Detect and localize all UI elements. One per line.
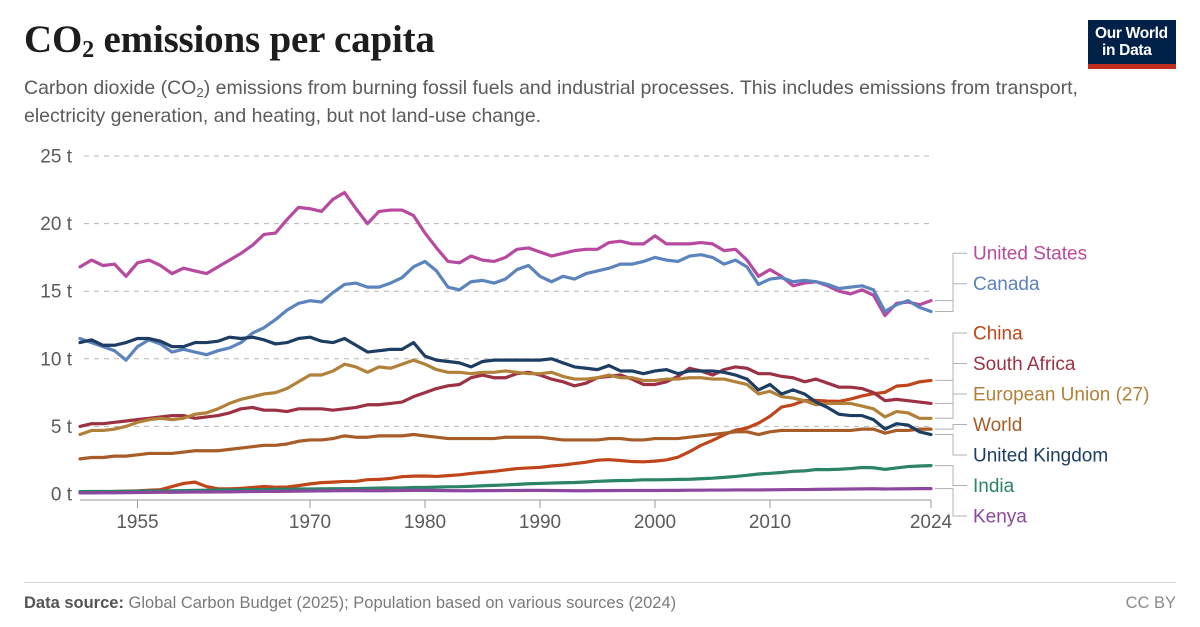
- legend-label-united-kingdom[interactable]: United Kingdom: [973, 446, 1108, 467]
- line-chart[interactable]: 0 t 5 t 10 t 15 t 20 t 25 t 1955 1970 1980 1990 20…: [24, 140, 1176, 540]
- title-subscript: 2: [82, 36, 94, 63]
- x-axis-tick-label: 2000: [634, 512, 676, 533]
- subtitle-subscript: 2: [196, 84, 204, 100]
- x-axis-tick-label: 1970: [289, 512, 331, 533]
- x-axis-tick-label: 1955: [116, 512, 158, 533]
- logo-line-1: Our World: [1095, 25, 1168, 42]
- series-line-united-kingdom[interactable]: [78, 335, 933, 437]
- legend-connector: [935, 363, 967, 405]
- data-source-label: Data source:: [24, 594, 124, 612]
- legend-label-canada[interactable]: Canada: [973, 274, 1040, 295]
- subtitle-part-a: Carbon dioxide (CO: [24, 76, 197, 99]
- y-axis-tick-label: 0 t: [51, 485, 73, 506]
- legend-connector: [935, 393, 967, 419]
- legend-label-united-states[interactable]: United States: [973, 244, 1087, 265]
- title-rest: emissions per capita: [94, 18, 435, 61]
- page-title: CO2 emissions per capita: [24, 18, 1176, 63]
- data-source-text: Global Carbon Budget (2025); Population …: [128, 594, 677, 612]
- legend-connector: [935, 465, 967, 487]
- series-line-kenya[interactable]: [78, 487, 933, 495]
- x-axis-tick-label: 1990: [519, 512, 561, 533]
- legend-label-south-africa[interactable]: South Africa: [973, 354, 1076, 375]
- legend-connector: [935, 283, 967, 313]
- subtitle-part-b: ) emissions from burning fossil fuels an…: [24, 76, 1078, 127]
- series-line-south-africa[interactable]: [78, 365, 933, 429]
- chart-header: CO2 emissions per capita Carbon dioxide …: [24, 0, 1176, 130]
- series-line-canada[interactable]: [78, 253, 933, 362]
- series-line-united-states[interactable]: [78, 191, 933, 318]
- legend-label-china[interactable]: China: [973, 324, 1023, 345]
- legend-connector: [935, 252, 967, 302]
- legend-connector: [935, 332, 967, 382]
- y-axis-tick-label: 20 t: [40, 214, 72, 235]
- y-axis-tick-label: 10 t: [40, 350, 72, 371]
- legend-label-india[interactable]: India: [973, 476, 1015, 497]
- chart-area[interactable]: 0 t 5 t 10 t 15 t 20 t 25 t 1955 1970 1980 1990 20…: [24, 140, 1176, 540]
- y-axis-tick-label: 25 t: [40, 147, 72, 168]
- page-subtitle: Carbon dioxide (CO2) emissions from burn…: [24, 74, 1139, 131]
- y-axis-tick-label: 15 t: [40, 282, 72, 303]
- x-axis-tick-label: 2024: [910, 512, 953, 533]
- owid-logo[interactable]: Our World in Data: [1088, 20, 1176, 69]
- y-axis-tick-label: 5 t: [51, 417, 73, 438]
- legend-connector: [935, 424, 967, 430]
- chart-footer: Data source: Global Carbon Budget (2025)…: [24, 582, 1176, 613]
- legend-connector: [935, 434, 967, 456]
- x-axis-tick-label: 2010: [749, 512, 791, 533]
- series-line-india[interactable]: [78, 464, 933, 494]
- license-badge[interactable]: CC BY: [1125, 594, 1176, 612]
- logo-line-2: in Data: [1102, 42, 1152, 60]
- legend-label-world[interactable]: World: [973, 415, 1022, 436]
- series-line-european-union-27[interactable]: [78, 358, 933, 437]
- title-main: CO: [24, 18, 83, 61]
- legend-label-european-union-27[interactable]: European Union (27): [973, 385, 1149, 406]
- series-line-world[interactable]: [78, 427, 933, 461]
- x-axis-tick-label: 1980: [404, 512, 446, 533]
- legend-label-kenya[interactable]: Kenya: [973, 507, 1027, 528]
- data-source: Data source: Global Carbon Budget (2025)…: [24, 594, 676, 613]
- legend-connector: [935, 488, 967, 517]
